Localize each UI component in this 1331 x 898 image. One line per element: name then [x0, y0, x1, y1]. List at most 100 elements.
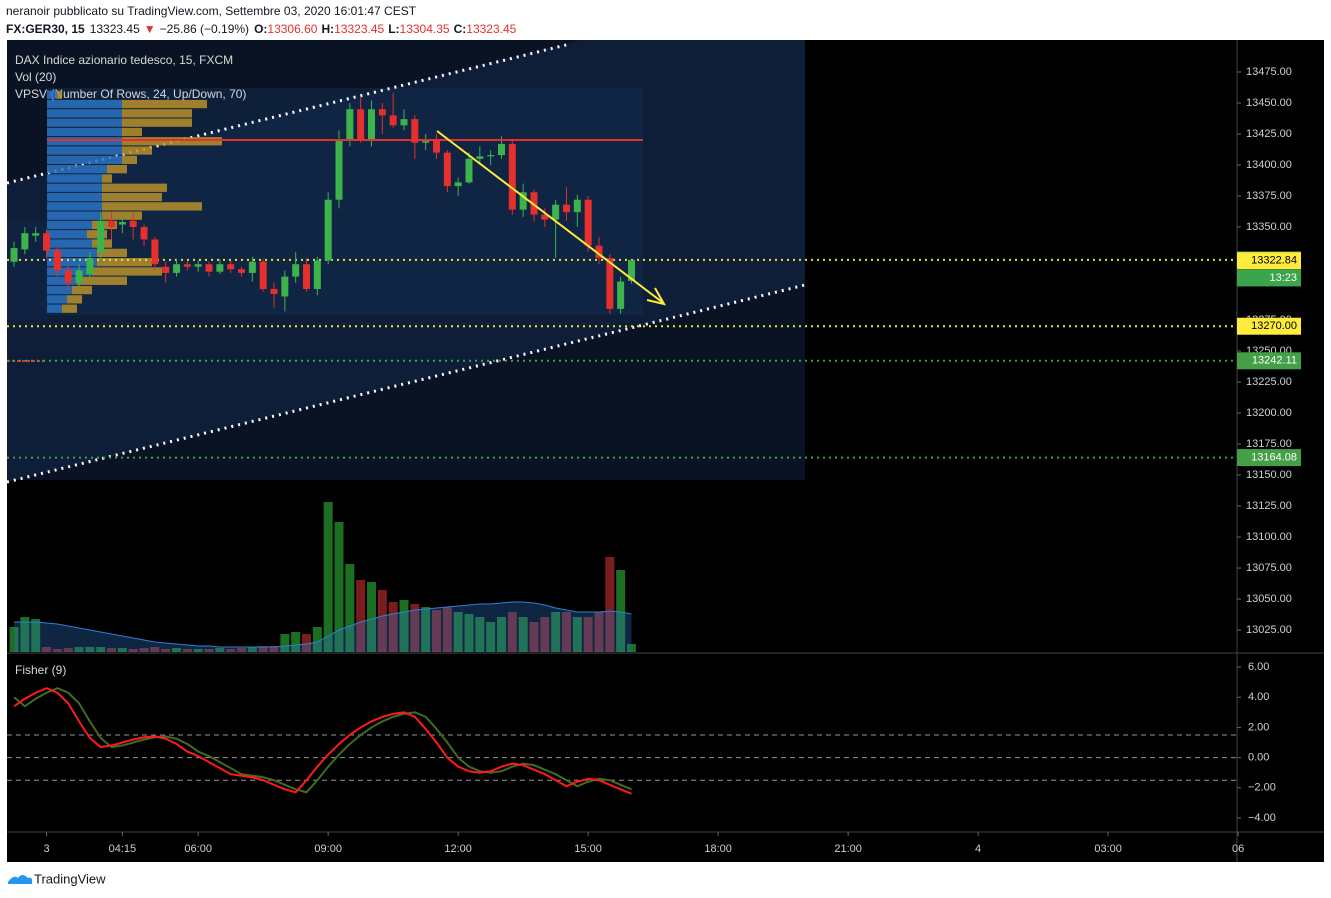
volume-bar: [128, 649, 138, 652]
vpsv-legend: VPSV (Number Of Rows, 24, Up/Down, 70): [15, 87, 246, 101]
vpsv-up: [47, 174, 102, 183]
y-tick-label: 13375.00: [1246, 190, 1292, 202]
volume-bar: [312, 627, 322, 652]
volume-bar: [551, 612, 561, 652]
candle-body: [617, 281, 625, 309]
volume-bar: [161, 649, 171, 652]
volume-bar: [572, 617, 582, 652]
vpsv-up: [47, 155, 122, 165]
vpsv-up: [47, 276, 77, 285]
volume-bar: [150, 647, 160, 652]
vpsv-up: [47, 118, 122, 127]
vpsv-up: [47, 90, 57, 99]
fisher-line: [13, 687, 632, 795]
candle-body: [346, 109, 354, 141]
candle-body: [118, 222, 126, 225]
candle-body: [324, 199, 332, 261]
y-tick-label: 13350.00: [1246, 221, 1292, 233]
candle-body: [313, 260, 321, 290]
vpsv-down: [107, 165, 127, 174]
volume-bar: [540, 617, 550, 652]
volume-bar: [20, 617, 30, 652]
trendline-upper: [6, 42, 571, 185]
price-label: 13270.00: [1251, 320, 1297, 332]
y-tick-label: 13050.00: [1246, 593, 1292, 605]
volume-bar: [226, 649, 236, 652]
price-label-box: [1237, 252, 1301, 270]
candle-body: [248, 261, 256, 273]
y-tick-label: 13175.00: [1246, 438, 1292, 450]
vpsv-up: [47, 202, 102, 211]
volume-bar: [269, 646, 279, 652]
volume-bar: [323, 502, 333, 652]
candle-body: [64, 270, 72, 283]
vpsv-up: [47, 165, 107, 174]
y-tick-label: −4.00: [1248, 812, 1276, 824]
volume-bar: [182, 649, 192, 652]
vpsv-down: [122, 127, 142, 137]
candle-body: [368, 109, 376, 141]
candle-body: [151, 239, 159, 265]
candle-body: [292, 264, 300, 277]
candle-body: [205, 264, 213, 272]
volume-bar: [605, 557, 615, 652]
candle-body: [562, 204, 570, 213]
volume-bar: [9, 627, 19, 652]
vpsv-up: [47, 258, 97, 267]
price-label: 13322.84: [1251, 255, 1297, 267]
vpsv-down: [102, 192, 162, 202]
candle-body: [389, 115, 397, 126]
candle-body: [519, 192, 527, 210]
vpsv-up: [47, 137, 122, 146]
candle-body: [32, 233, 40, 236]
candle-body: [183, 264, 191, 267]
y-tick-label: 13425.00: [1246, 128, 1292, 140]
vpsv-up: [47, 99, 122, 109]
y-tick-label: 13200.00: [1246, 407, 1292, 419]
ohlc-value: 13304.35: [400, 22, 450, 36]
volume-bar: [204, 649, 214, 652]
y-tick-label: −2.00: [1248, 782, 1276, 794]
change-arrow: ▼: [144, 22, 156, 36]
vpsv-up: [47, 295, 67, 304]
y-tick-label: 2.00: [1248, 721, 1269, 733]
volume-bar: [258, 646, 268, 652]
volume-bar: [496, 617, 506, 652]
candle-body: [173, 264, 181, 273]
x-tick-label: 15:00: [574, 843, 602, 855]
price-label: 13242.11: [1252, 355, 1297, 367]
ohlc-value: 13306.60: [267, 22, 317, 36]
fisher-legend: Fisher (9): [15, 663, 66, 677]
y-tick-label: 13225.00: [1246, 376, 1292, 388]
candle-body: [443, 152, 451, 187]
x-tick-label: 12:00: [444, 843, 472, 855]
ohlc-value: 13323.45: [466, 22, 516, 36]
overlay-drawings: [47, 130, 666, 306]
price-label: 13164.08: [1251, 451, 1297, 463]
volume-bar: [172, 648, 182, 652]
candle-body: [530, 192, 538, 215]
candle-body: [162, 266, 170, 273]
ohlc-label: O:: [254, 22, 267, 36]
volume-bar: [421, 607, 431, 652]
trend-arrow: [436, 130, 663, 303]
vpsv-down: [102, 202, 202, 211]
volume-bar: [42, 647, 52, 652]
volume-bar: [377, 590, 387, 652]
volume-bar: [486, 622, 496, 652]
candle-body: [216, 264, 224, 272]
candle-body: [454, 182, 462, 187]
candle-body: [10, 248, 18, 262]
vpsv-up: [47, 248, 97, 258]
volume-bar: [442, 607, 452, 652]
vpsv-down: [122, 109, 192, 118]
volume-bar: [453, 612, 463, 652]
volume-bar: [594, 612, 604, 652]
symbol: FX:GER30, 15: [6, 22, 85, 36]
candle-body: [259, 261, 267, 290]
candle-body: [487, 155, 495, 157]
vpsv-down: [122, 99, 207, 109]
countdown: 13:23: [1269, 272, 1297, 284]
vpsv-up: [47, 285, 72, 295]
volume-bar: [85, 647, 95, 652]
